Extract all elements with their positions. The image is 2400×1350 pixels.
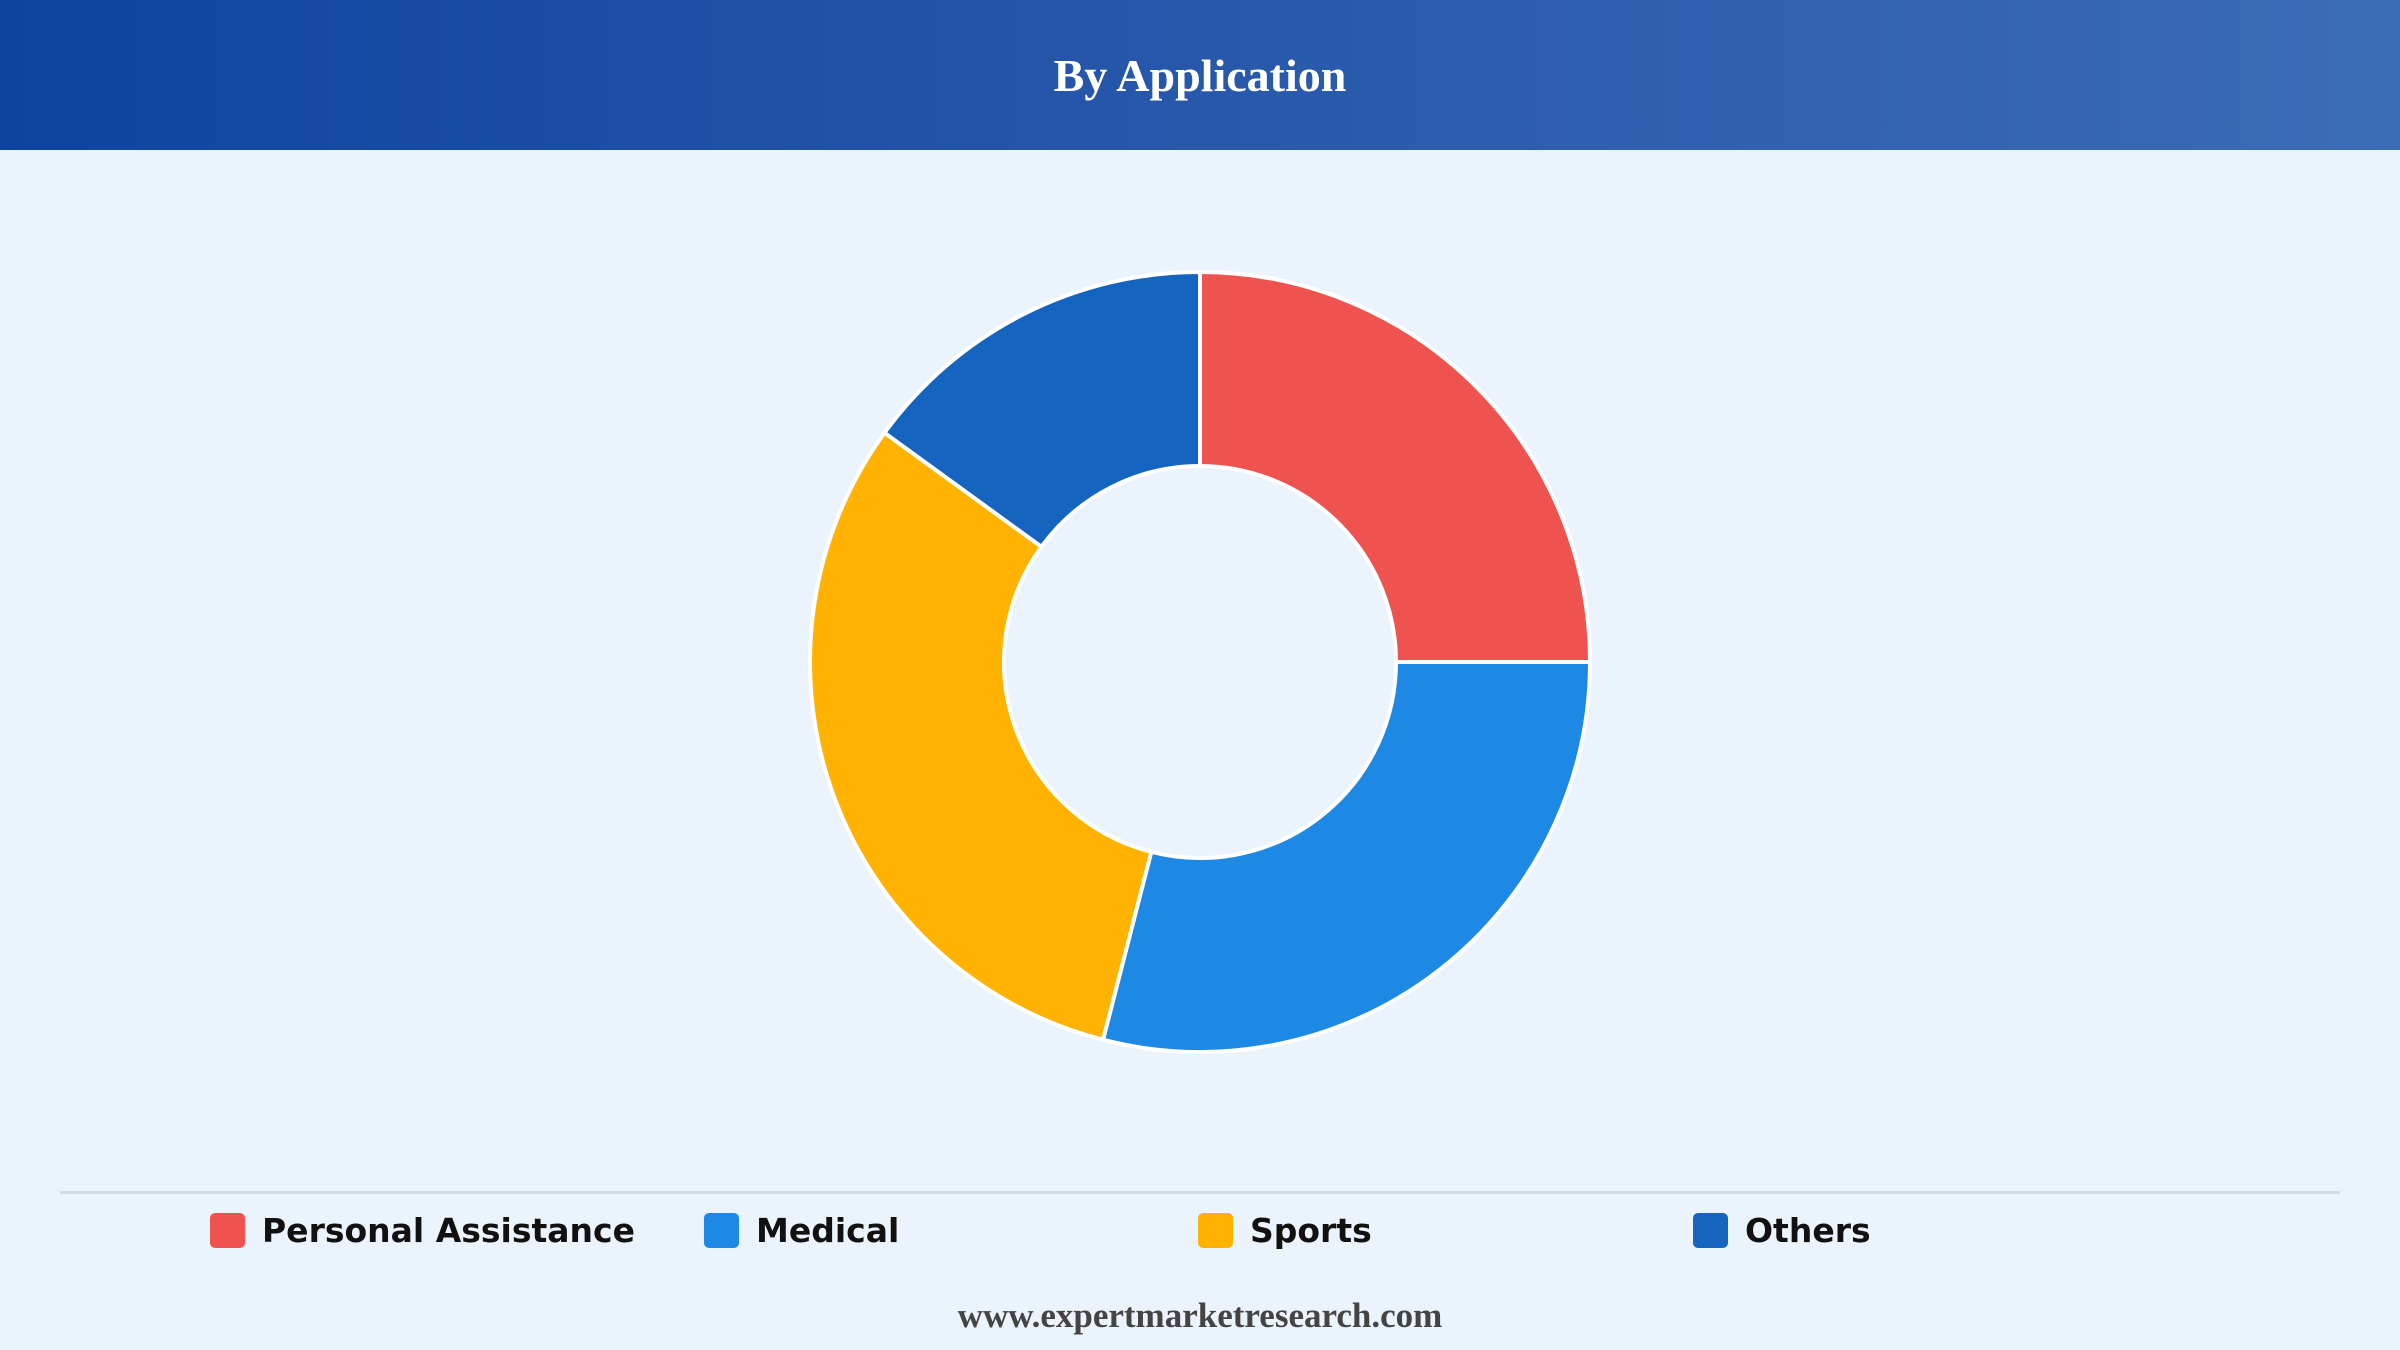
legend-swatch: [1198, 1212, 1233, 1248]
legend-item-sports[interactable]: Sports: [1198, 1208, 1372, 1252]
legend-divider: [60, 1191, 2340, 1194]
legend-label: Medical: [756, 1210, 900, 1250]
pie-slice-sports[interactable]: [808, 430, 1154, 1042]
header-banner: By Application: [0, 0, 2400, 150]
pie-slice-personal-assistance[interactable]: [1198, 270, 1592, 664]
chart-title: By Application: [1053, 49, 1347, 101]
donut-chart: [808, 270, 1592, 1054]
legend-swatch: [1693, 1212, 1728, 1248]
pie-slice-medical[interactable]: [1101, 660, 1592, 1054]
legend-label: Personal Assistance: [262, 1210, 635, 1250]
footer-url: www.expertmarketresearch.com: [957, 1296, 1443, 1335]
legend-label: Others: [1745, 1210, 1871, 1250]
legend: Personal Assistance Medical Sports Other…: [0, 1208, 2400, 1252]
chart-area: [0, 150, 2400, 1190]
legend-swatch: [704, 1212, 739, 1248]
legend-swatch: [210, 1212, 245, 1248]
legend-item-personal-assistance[interactable]: Personal Assistance: [210, 1208, 635, 1252]
legend-item-medical[interactable]: Medical: [704, 1208, 899, 1252]
legend-item-others[interactable]: Others: [1693, 1208, 1871, 1252]
legend-label: Sports: [1250, 1210, 1372, 1250]
pie-slice-others[interactable]: [882, 270, 1202, 549]
